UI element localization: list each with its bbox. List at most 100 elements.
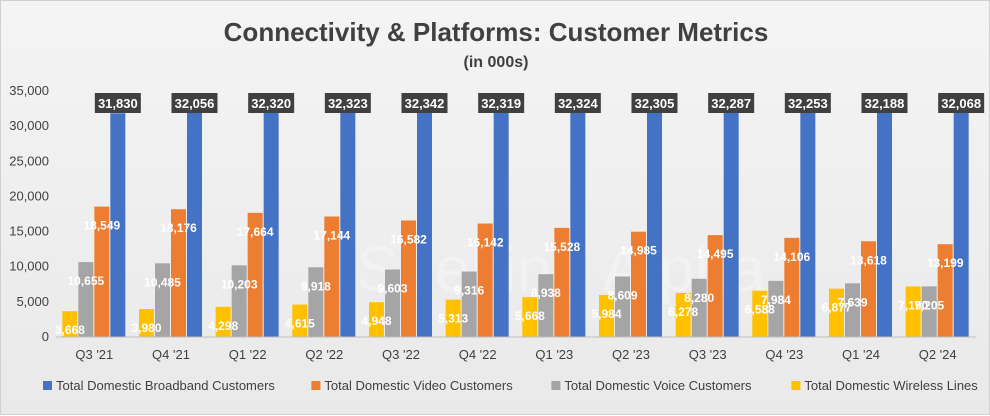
data-label-box <box>401 93 448 113</box>
x-tick-label: Q2 '22 <box>305 347 343 362</box>
data-label: 6,877 <box>821 301 851 315</box>
legend-swatch-1 <box>311 381 321 390</box>
x-tick-label: Q4 '22 <box>459 347 497 362</box>
bar-3-9 <box>752 290 768 337</box>
bar-2-10 <box>845 283 860 337</box>
data-label-box <box>324 93 371 113</box>
x-tick-label: Q2 '24 <box>919 347 957 362</box>
bar-1-0 <box>94 206 110 337</box>
data-label: 32,287 <box>711 96 751 111</box>
data-label: 5,984 <box>591 307 621 321</box>
data-label: 17,144 <box>313 229 350 243</box>
bar-1-1 <box>171 209 186 337</box>
data-label: 10,203 <box>221 277 258 291</box>
data-label: 9,603 <box>377 282 407 296</box>
data-label: 4,298 <box>208 319 238 333</box>
legend-label-3: Total Domestic Wireless Lines <box>804 378 978 393</box>
legend-label-2: Total Domestic Voice Customers <box>564 378 752 393</box>
bar-3-5 <box>445 299 461 337</box>
data-label: 3,668 <box>55 323 85 337</box>
legend-label-1: Total Domestic Video Customers <box>324 378 513 393</box>
data-label: 5,313 <box>438 312 468 326</box>
legend-swatch-0 <box>43 381 52 390</box>
data-label: 14,106 <box>773 250 810 264</box>
data-label: 32,253 <box>788 96 828 111</box>
data-label: 18,549 <box>83 219 120 233</box>
y-tick-label: 10,000 <box>9 259 49 274</box>
y-tick-label: 15,000 <box>9 224 49 239</box>
y-tick-label: 35,000 <box>9 83 49 98</box>
data-label: 8,609 <box>607 288 637 302</box>
data-label: 16,582 <box>390 232 427 246</box>
bar-3-7 <box>599 294 614 337</box>
x-tick-label: Q1 '23 <box>535 347 573 362</box>
bar-0-2 <box>263 109 279 337</box>
bar-3-6 <box>522 297 538 337</box>
y-tick-label: 20,000 <box>9 188 49 203</box>
bar-0-6 <box>570 109 586 337</box>
data-label: 32,324 <box>558 96 599 111</box>
y-tick-label: 0 <box>42 329 49 344</box>
bar-3-1 <box>139 309 154 337</box>
y-tick-label: 25,000 <box>9 153 49 168</box>
data-label: 32,305 <box>635 96 675 111</box>
data-label: 10,485 <box>144 275 181 289</box>
bar-1-10 <box>861 241 876 337</box>
data-label: 17,664 <box>237 225 274 239</box>
legend-label-0: Total Domestic Broadband Customers <box>56 378 275 393</box>
data-label: 32,056 <box>175 96 215 111</box>
bar-2-6 <box>538 274 554 337</box>
bar-1-2 <box>247 212 263 337</box>
data-label-box <box>478 93 525 113</box>
data-label-box <box>861 93 908 113</box>
x-tick-label: Q3 '22 <box>382 347 420 362</box>
bar-2-2 <box>231 265 247 337</box>
chart-title: Connectivity & Platforms: Customer Metri… <box>224 17 769 47</box>
data-label-box <box>631 93 678 113</box>
data-label: 13,199 <box>927 256 964 270</box>
x-tick-label: Q2 '23 <box>612 347 650 362</box>
data-label: 10,655 <box>67 274 104 288</box>
bar-2-8 <box>691 278 707 337</box>
data-label: 6,588 <box>745 303 775 317</box>
data-label: 9,918 <box>301 279 331 293</box>
data-label: 6,278 <box>668 305 698 319</box>
bar-2-5 <box>461 271 477 337</box>
bar-0-3 <box>340 109 356 337</box>
x-tick-label: Q4 '23 <box>765 347 803 362</box>
bar-3-0 <box>62 311 78 337</box>
bar-3-3 <box>292 304 308 337</box>
bar-1-9 <box>784 237 800 337</box>
bar-1-4 <box>401 220 416 337</box>
data-label: 13,618 <box>850 253 887 267</box>
bar-0-9 <box>800 110 816 337</box>
y-tick-label: 30,000 <box>9 118 49 133</box>
x-tick-label: Q1 '22 <box>229 347 267 362</box>
bar-1-8 <box>707 235 723 337</box>
bar-1-5 <box>477 223 493 337</box>
legend-swatch-2 <box>551 381 561 390</box>
legend-swatch-3 <box>791 381 801 390</box>
bar-0-0 <box>110 113 126 337</box>
x-axis: Q3 '21 Q4 '21 Q1 '22 Q2 '22 Q3 '22 Q4 '22 Q1 '… <box>56 336 976 362</box>
data-label: 3,980 <box>131 321 161 335</box>
data-label-box <box>171 93 218 113</box>
bar-1-3 <box>324 216 340 337</box>
data-label: 5,668 <box>515 309 545 323</box>
y-axis: 0 5,000 10,000 15,000 20,000 25,000 30,000 35,0… <box>9 83 49 344</box>
bars-group <box>62 109 969 338</box>
data-label: 18,176 <box>160 221 197 235</box>
data-label: 4,615 <box>285 317 315 331</box>
legend: Total Domestic Broadband Customers Total … <box>43 378 978 393</box>
data-label: 32,323 <box>328 96 368 111</box>
bar-0-11 <box>953 111 969 337</box>
y-tick-label: 5,000 <box>16 294 49 309</box>
data-label: 7,639 <box>837 295 867 309</box>
bar-1-6 <box>554 227 570 337</box>
data-label-box <box>708 93 755 113</box>
bar-2-1 <box>155 263 170 337</box>
bar-1-7 <box>631 231 646 337</box>
bar-2-9 <box>768 280 784 337</box>
bar-3-10 <box>829 288 844 337</box>
